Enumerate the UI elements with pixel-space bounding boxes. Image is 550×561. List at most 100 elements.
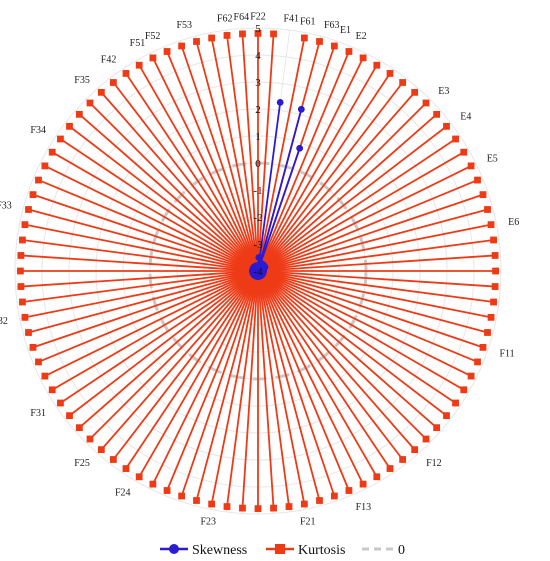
- kurtosis-point: [460, 386, 468, 394]
- legend-label-kurtosis: Kurtosis: [298, 543, 345, 558]
- kurtosis-point: [75, 424, 83, 432]
- kurtosis-stem: [257, 102, 427, 272]
- category-label: E2: [356, 31, 367, 42]
- kurtosis-point: [135, 473, 143, 481]
- kurtosis-stem: [112, 81, 259, 272]
- kurtosis-stem: [257, 37, 306, 272]
- radial-tick-label: 2: [255, 104, 261, 116]
- kurtosis-stem: [257, 270, 492, 319]
- kurtosis-point: [135, 61, 143, 69]
- kurtosis-point: [21, 221, 29, 229]
- category-label: F11: [499, 348, 514, 359]
- category-label: F25: [74, 458, 90, 469]
- category-label: F13: [356, 502, 372, 513]
- kurtosis-stem: [257, 270, 496, 288]
- kurtosis-stem: [59, 270, 259, 404]
- category-label: F61: [300, 16, 316, 27]
- category-label: E5: [487, 154, 498, 165]
- legend-label-skewness: Skewness: [192, 543, 247, 558]
- kurtosis-point: [316, 497, 323, 504]
- radial-tick-label: -3: [253, 239, 263, 251]
- radial-tick-label: 4: [255, 50, 261, 62]
- kurtosis-point: [300, 500, 308, 508]
- kurtosis-stem: [257, 270, 364, 485]
- kurtosis-point: [467, 372, 475, 380]
- kurtosis-stem: [180, 270, 259, 497]
- kurtosis-stem: [28, 270, 259, 334]
- kurtosis-point: [75, 110, 83, 118]
- kurtosis-stem: [257, 270, 488, 334]
- radial-tick-label: 0: [255, 158, 261, 170]
- kurtosis-stem: [78, 270, 259, 429]
- kurtosis-stem: [257, 270, 336, 497]
- kurtosis-stem: [257, 270, 290, 507]
- kurtosis-point: [460, 148, 468, 156]
- kurtosis-point: [254, 505, 262, 512]
- kurtosis-point: [487, 221, 495, 229]
- kurtosis-stem: [24, 223, 259, 272]
- kurtosis-point: [109, 456, 117, 463]
- kurtosis-point: [490, 236, 497, 244]
- kurtosis-point: [492, 267, 499, 275]
- category-labels: F22 F41 F61 F63 E1 E2 E3 E4 E5 E6 F11 F12 F13 F21 F23 F…: [0, 12, 519, 528]
- kurtosis-point: [491, 283, 499, 290]
- kurtosis-point: [239, 504, 246, 512]
- kurtosis-stem: [32, 270, 259, 349]
- kurtosis-stem: [241, 270, 259, 509]
- series-skewness: [249, 98, 305, 280]
- kurtosis-stem: [257, 64, 378, 272]
- kurtosis-point: [330, 42, 338, 50]
- kurtosis-stem: [152, 57, 259, 272]
- kurtosis-point: [487, 313, 495, 321]
- kurtosis-stem: [257, 91, 416, 272]
- kurtosis-point: [193, 38, 200, 45]
- kurtosis-point: [422, 99, 430, 107]
- kurtosis-stem: [257, 270, 457, 404]
- legend-item-zero: 0: [362, 543, 405, 558]
- category-label: F21: [300, 517, 316, 528]
- kurtosis-point: [452, 135, 459, 143]
- kurtosis-stem: [257, 270, 350, 491]
- kurtosis-stem: [210, 37, 259, 272]
- category-label: F33: [0, 201, 12, 212]
- kurtosis-point: [479, 191, 487, 199]
- kurtosis-point: [479, 343, 487, 351]
- kurtosis-point: [452, 399, 459, 407]
- kurtosis-stem: [20, 254, 259, 272]
- kurtosis-stem: [226, 35, 259, 272]
- kurtosis-stem: [195, 270, 259, 501]
- category-label: F63: [324, 20, 340, 31]
- kurtosis-stem: [257, 254, 496, 272]
- kurtosis-stem: [257, 151, 465, 272]
- radial-tick-label: 5: [255, 23, 261, 35]
- kurtosis-stem: [20, 270, 259, 288]
- category-label: F52: [145, 31, 161, 42]
- kurtosis-point: [149, 480, 157, 488]
- kurtosis-point: [359, 54, 367, 62]
- kurtosis-point: [149, 54, 157, 62]
- kurtosis-point: [48, 386, 56, 394]
- kurtosis-stem: [257, 270, 378, 478]
- kurtosis-point: [208, 34, 216, 42]
- skewness-point: [296, 144, 304, 152]
- skewness-stem: [257, 102, 282, 272]
- kurtosis-point: [19, 236, 26, 244]
- kurtosis-point: [474, 358, 481, 366]
- kurtosis-point: [467, 162, 475, 170]
- category-label: F23: [200, 517, 216, 528]
- kurtosis-stem: [257, 57, 364, 272]
- kurtosis-point: [41, 372, 49, 380]
- kurtosis-point: [285, 503, 293, 510]
- kurtosis-point: [35, 176, 42, 184]
- kurtosis-point: [223, 503, 231, 510]
- kurtosis-stem: [257, 270, 404, 461]
- kurtosis-point: [178, 492, 186, 500]
- kurtosis-stem: [28, 208, 259, 272]
- kurtosis-point: [359, 480, 367, 488]
- radial-tick-label: -2: [253, 212, 262, 224]
- kurtosis-stem: [51, 151, 259, 272]
- kurtosis-point: [97, 446, 105, 454]
- kurtosis-stem: [257, 270, 416, 451]
- legend-label-zero: 0: [398, 543, 405, 558]
- kurtosis-stem: [78, 113, 259, 272]
